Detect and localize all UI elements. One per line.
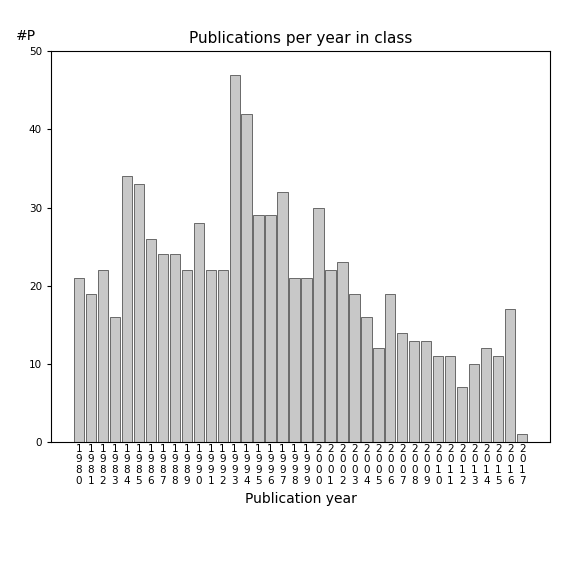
Bar (469, 364, 479, 442)
Bar (433, 356, 443, 442)
Bar (242, 113, 252, 442)
Text: #P: #P (16, 29, 36, 43)
Bar (349, 294, 359, 442)
Bar (361, 317, 371, 442)
Bar (386, 294, 396, 442)
Bar (517, 434, 527, 442)
Bar (134, 184, 144, 442)
Bar (277, 192, 287, 442)
Bar (302, 278, 312, 442)
Bar (505, 309, 515, 442)
Bar (146, 239, 156, 442)
Bar (86, 294, 96, 442)
Bar (457, 387, 467, 442)
Bar (289, 278, 299, 442)
Bar (98, 270, 108, 442)
Bar (265, 215, 276, 442)
Bar (74, 278, 84, 442)
Bar (373, 348, 383, 442)
Bar (314, 208, 324, 442)
Bar (409, 341, 420, 442)
Bar (445, 356, 455, 442)
Title: Publications per year in class: Publications per year in class (189, 31, 412, 46)
Bar (421, 341, 431, 442)
Bar (481, 348, 492, 442)
Bar (109, 317, 120, 442)
Bar (493, 356, 503, 442)
Bar (325, 270, 336, 442)
X-axis label: Publication year: Publication year (244, 492, 357, 506)
Bar (122, 176, 132, 442)
Bar (337, 263, 348, 442)
Bar (170, 255, 180, 442)
Bar (397, 333, 408, 442)
Bar (218, 270, 228, 442)
Bar (193, 223, 204, 442)
Bar (181, 270, 192, 442)
Bar (158, 255, 168, 442)
Bar (230, 74, 240, 442)
Bar (253, 215, 264, 442)
Bar (205, 270, 215, 442)
